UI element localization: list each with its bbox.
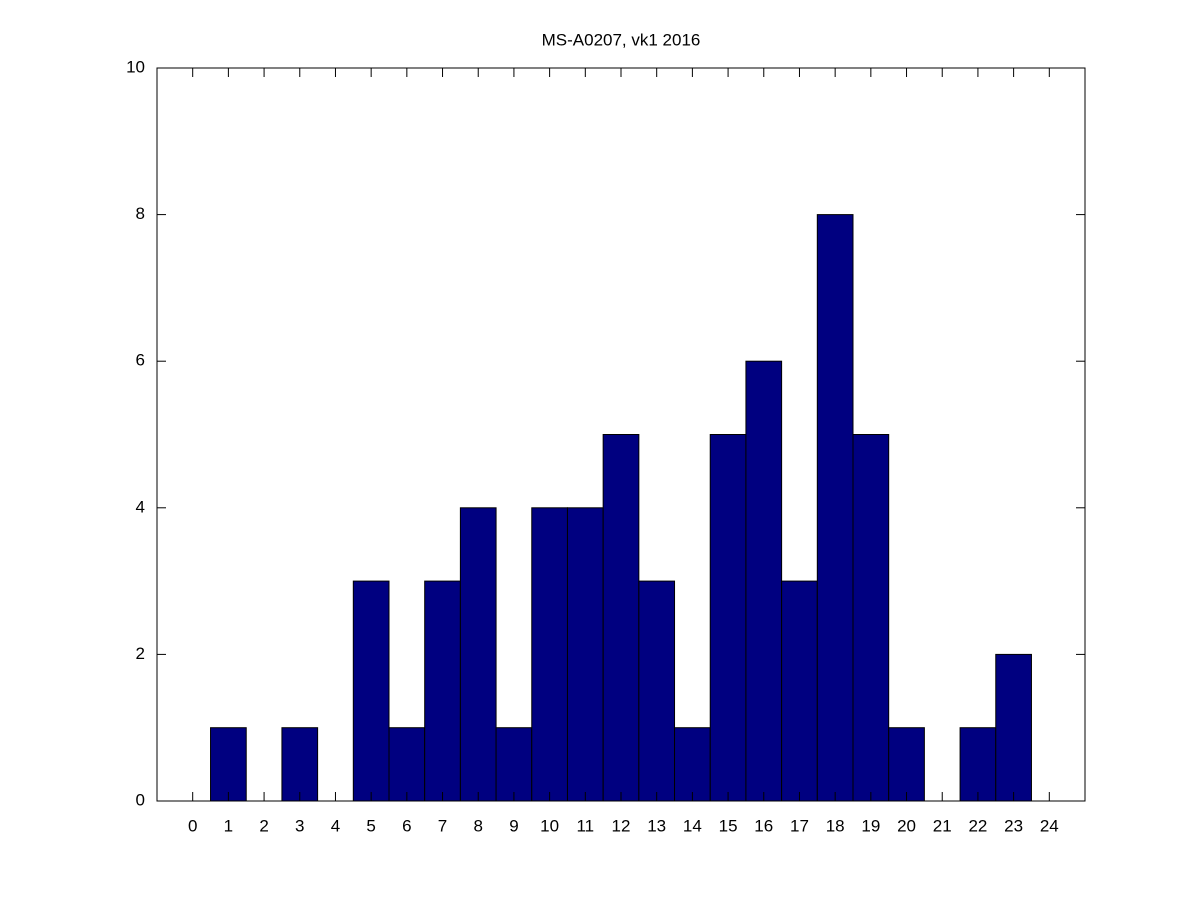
x-tick-label: 12 bbox=[612, 816, 631, 835]
x-tick-label: 2 bbox=[259, 816, 268, 835]
x-tick-label: 23 bbox=[1004, 816, 1023, 835]
x-tick-label: 17 bbox=[790, 816, 809, 835]
x-tick-label: 22 bbox=[968, 816, 987, 835]
bar bbox=[852, 434, 890, 802]
bar bbox=[959, 727, 997, 802]
y-tick-label: 6 bbox=[136, 351, 145, 370]
y-tick-label: 0 bbox=[136, 790, 145, 809]
x-tick-label: 9 bbox=[509, 816, 518, 835]
bar bbox=[352, 580, 390, 802]
x-tick-label: 4 bbox=[331, 816, 340, 835]
bar bbox=[566, 507, 604, 802]
x-tick-label: 16 bbox=[754, 816, 773, 835]
bar bbox=[210, 727, 247, 802]
bar bbox=[388, 727, 426, 802]
x-tick-label: 24 bbox=[1040, 816, 1059, 835]
x-tick-label: 14 bbox=[683, 816, 702, 835]
x-tick-label: 19 bbox=[861, 816, 880, 835]
y-tick-label: 2 bbox=[136, 644, 145, 663]
x-tick-label: 7 bbox=[438, 816, 447, 835]
x-tick-label: 11 bbox=[576, 816, 594, 835]
bar bbox=[424, 580, 461, 802]
y-tick-label: 4 bbox=[136, 497, 145, 516]
y-tick-label: 8 bbox=[136, 204, 145, 223]
bar bbox=[816, 214, 854, 802]
x-tick-label: 3 bbox=[295, 816, 304, 835]
bar bbox=[638, 580, 676, 802]
bar bbox=[674, 727, 711, 802]
bar bbox=[709, 434, 747, 802]
x-tick-label: 0 bbox=[188, 816, 197, 835]
bar bbox=[602, 434, 640, 802]
x-tick-label: 18 bbox=[826, 816, 845, 835]
x-tick-label: 6 bbox=[402, 816, 411, 835]
bar bbox=[995, 653, 1032, 802]
x-tick-label: 5 bbox=[366, 816, 375, 835]
x-tick-label: 8 bbox=[473, 816, 482, 835]
bar bbox=[531, 507, 568, 802]
y-tick-label: 10 bbox=[126, 57, 145, 76]
chart-title: MS-A0207, vk1 2016 bbox=[542, 30, 701, 49]
x-tick-label: 1 bbox=[224, 816, 233, 835]
bar bbox=[495, 727, 533, 802]
bar bbox=[459, 507, 497, 802]
bar bbox=[745, 360, 783, 802]
bar bbox=[281, 727, 319, 802]
x-tick-label: 15 bbox=[719, 816, 738, 835]
x-tick-label: 10 bbox=[540, 816, 559, 835]
x-tick-label: 13 bbox=[647, 816, 666, 835]
x-tick-label: 20 bbox=[897, 816, 916, 835]
bar bbox=[781, 580, 818, 802]
x-tick-label: 21 bbox=[933, 816, 952, 835]
bar bbox=[888, 727, 925, 802]
